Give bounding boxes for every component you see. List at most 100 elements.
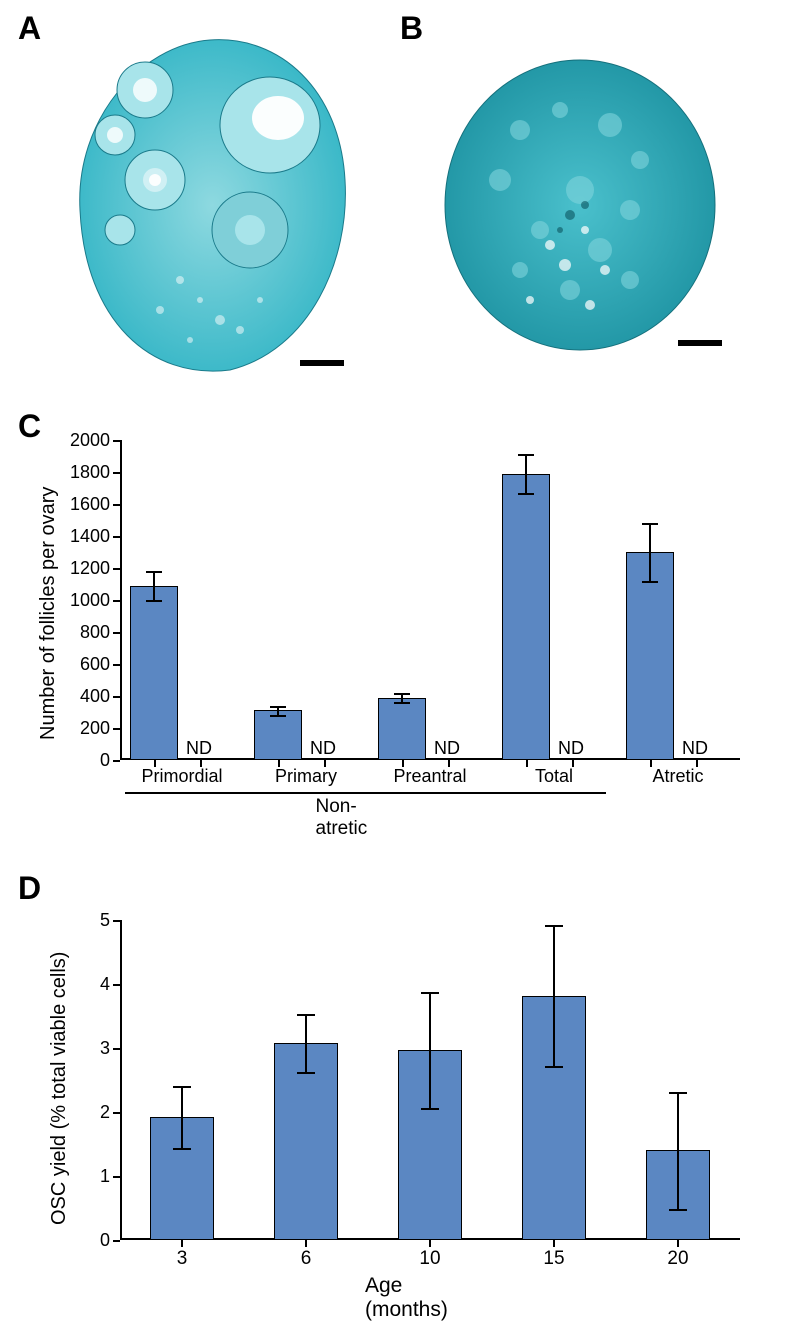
chart-c-bar	[626, 552, 674, 760]
chart-c-xtick	[696, 760, 698, 767]
chart-c-x-label: Atretic	[616, 766, 740, 787]
chart-c-x-label: Primordial	[120, 766, 244, 787]
chart-c-ytick	[113, 664, 120, 666]
chart-c-xtick	[324, 760, 326, 767]
chart-c-ytick	[113, 568, 120, 570]
chart-d-x-axis-label: Age (months)	[365, 1274, 448, 1322]
chart-d-errorcap	[545, 925, 563, 927]
chart-c-errorcap	[146, 600, 162, 602]
chart-c-ytick-label: 1400	[60, 526, 110, 547]
chart-d-ytick-label: 2	[75, 1102, 110, 1123]
chart-d-ytick	[113, 1240, 120, 1242]
panel-c-label: C	[18, 408, 41, 445]
chart-d-errorbar	[429, 992, 431, 1107]
chart-c-bar	[254, 710, 302, 760]
chart-d-errorcap	[297, 1014, 315, 1016]
chart-d-xtick	[181, 1240, 183, 1247]
chart-c-ytick-label: 1800	[60, 462, 110, 483]
chart-d-errorcap	[173, 1086, 191, 1088]
chart-c-ytick-label: 600	[60, 654, 110, 675]
chart-d-xtick	[305, 1240, 307, 1247]
chart-c-xtick	[200, 760, 202, 767]
chart-d-ytick-label: 3	[75, 1038, 110, 1059]
histology-panel-a	[60, 30, 360, 380]
chart-d-errorbar	[677, 1092, 679, 1210]
chart-c-errorcap	[518, 493, 534, 495]
chart-c-ytick-label: 2000	[60, 430, 110, 451]
chart-c-errorcap	[394, 693, 410, 695]
chart-c-ytick	[113, 632, 120, 634]
chart-d-y-axis-label: OSC yield (% total viable cells)	[48, 952, 71, 1225]
chart-d-errorcap	[545, 1066, 563, 1068]
chart-c-xtick	[526, 760, 528, 767]
chart-c-ytick	[113, 536, 120, 538]
chart-c-ytick-label: 1000	[60, 590, 110, 611]
chart-d-ytick-label: 1	[75, 1166, 110, 1187]
chart-d-ytick-label: 0	[75, 1230, 110, 1251]
chart-c-x-label: Primary	[244, 766, 368, 787]
chart-d-ytick	[113, 1112, 120, 1114]
chart-c-errorcap	[270, 715, 286, 717]
chart-d-xtick	[429, 1240, 431, 1247]
chart-d-errorbar	[553, 925, 555, 1066]
scale-bar-b	[678, 340, 722, 346]
chart-c-nd-label: ND	[434, 738, 460, 759]
chart-d-errorcap	[421, 1108, 439, 1110]
chart-c-xtick	[402, 760, 404, 767]
chart-c-nd-label: ND	[558, 738, 584, 759]
chart-c-ytick	[113, 728, 120, 730]
non-atretic-label: Non-atretic	[316, 796, 368, 840]
chart-c-ytick	[113, 504, 120, 506]
panel-a-label: A	[18, 10, 41, 47]
chart-c-ytick	[113, 600, 120, 602]
chart-c-errorbar	[649, 523, 651, 581]
chart-c-errorcap	[270, 706, 286, 708]
chart-c-nd-label: ND	[682, 738, 708, 759]
chart-c-x-label: Preantral	[368, 766, 492, 787]
chart-c-ytick-label: 1200	[60, 558, 110, 579]
chart-d-ytick	[113, 1048, 120, 1050]
histology-panel-b	[430, 50, 730, 360]
chart-c-y-axis-label: Number of follicles per ovary	[37, 487, 60, 740]
chart-c-ytick-label: 800	[60, 622, 110, 643]
scale-bar-a	[300, 360, 344, 366]
chart-c-xtick	[572, 760, 574, 767]
chart-c-bar	[502, 474, 550, 760]
chart-d-ytick-label: 5	[75, 910, 110, 931]
chart-c-ytick-label: 0	[60, 750, 110, 771]
chart-d-errorbar	[181, 1086, 183, 1147]
chart-c-errorcap	[146, 571, 162, 573]
chart-c-errorcap	[642, 523, 658, 525]
chart-d-errorcap	[669, 1209, 687, 1211]
chart-c-errorbar	[153, 571, 155, 600]
chart-d-x-label: 6	[274, 1248, 338, 1270]
chart-c-ytick	[113, 472, 120, 474]
chart-d-errorcap	[297, 1072, 315, 1074]
chart-d-errorcap	[421, 992, 439, 994]
chart-d-errorbar	[305, 1014, 307, 1072]
chart-d-errorcap	[669, 1092, 687, 1094]
chart-c-nd-label: ND	[310, 738, 336, 759]
chart-d-ytick	[113, 920, 120, 922]
chart-c-bar	[130, 586, 178, 760]
non-atretic-underline	[125, 792, 606, 794]
panel-b-label: B	[400, 10, 423, 47]
chart-c-errorbar	[525, 454, 527, 492]
chart-c-xtick	[448, 760, 450, 767]
chart-d-xtick	[553, 1240, 555, 1247]
chart-c-xtick	[278, 760, 280, 767]
chart-d-xtick	[677, 1240, 679, 1247]
chart-c-xtick	[154, 760, 156, 767]
chart-d-ytick-label: 4	[75, 974, 110, 995]
chart-c-errorcap	[394, 702, 410, 704]
chart-c-ytick-label: 200	[60, 718, 110, 739]
chart-c-bar	[378, 698, 426, 760]
chart-d-x-label: 20	[646, 1248, 710, 1270]
chart-d-x-label: 3	[150, 1248, 214, 1270]
chart-c-ytick	[113, 696, 120, 698]
chart-c-ytick	[113, 760, 120, 762]
chart-c-xtick	[650, 760, 652, 767]
chart-c-errorcap	[642, 581, 658, 583]
chart-d-x-label: 15	[522, 1248, 586, 1270]
chart-c-ytick-label: 400	[60, 686, 110, 707]
